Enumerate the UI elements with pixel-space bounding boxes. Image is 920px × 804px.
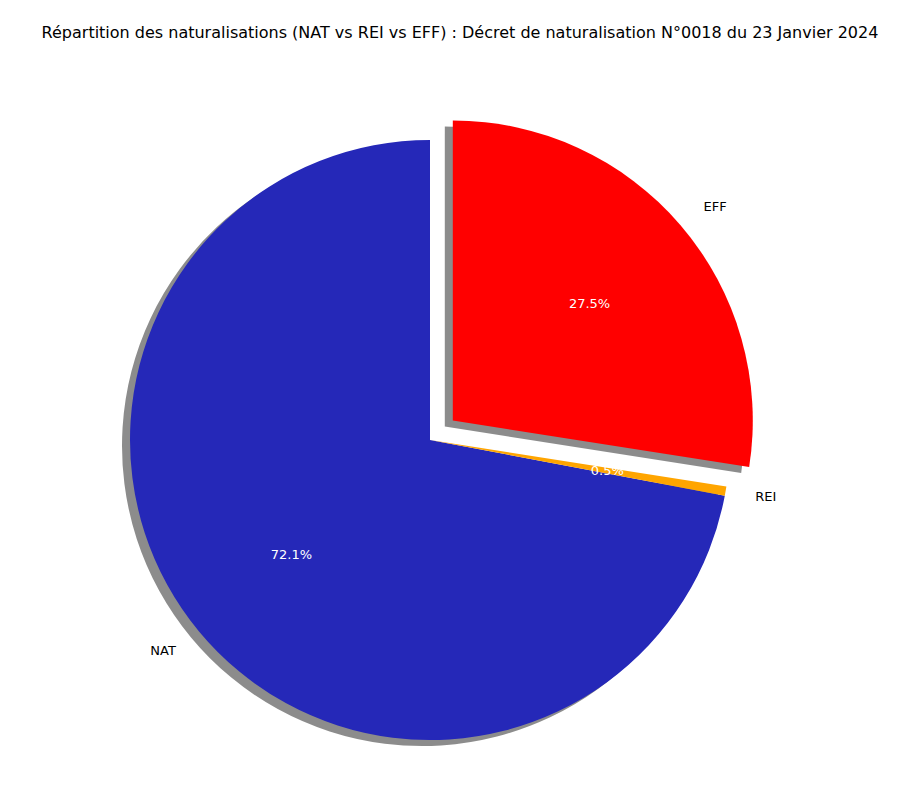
data-label: 72.1% [271, 547, 312, 562]
slice-label: NAT [150, 643, 176, 658]
pie: NAT REI EFF 72.1% 0.5% 27.5% [122, 120, 776, 746]
slice [453, 120, 753, 466]
slice-label: EFF [704, 199, 727, 214]
title: Répartition des naturalisations (NAT vs … [42, 23, 879, 42]
data-label: 0.5% [591, 463, 624, 478]
chart: Répartition des naturalisations (NAT vs … [0, 0, 920, 804]
slice-label: REI [755, 489, 776, 504]
data-label: 27.5% [569, 296, 610, 311]
